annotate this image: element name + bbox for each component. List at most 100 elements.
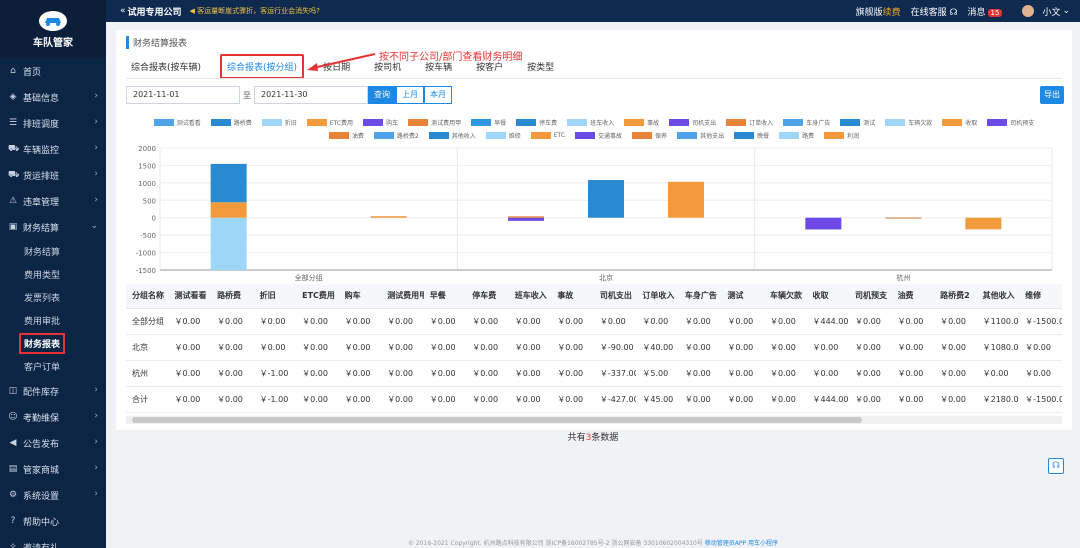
- table-cell: ￥0.00: [466, 386, 509, 413]
- notice-text[interactable]: ◀ 客运量断崖式骤折，客运行业会消失吗?: [189, 7, 320, 15]
- legend-item[interactable]: 晚餐: [734, 129, 769, 141]
- legend-swatch: [942, 118, 963, 126]
- sidebar-item[interactable]: ✧ 邀请有礼: [0, 534, 106, 548]
- query-button[interactable]: 查询: [368, 86, 396, 104]
- sidebar-item[interactable]: ◀ 公告发布 ›: [0, 430, 106, 456]
- headset-help-icon[interactable]: ☊: [1048, 458, 1064, 474]
- legend-item[interactable]: 油费: [328, 129, 364, 141]
- table-cell: ￥0.00: [849, 360, 892, 387]
- table-cell: ￥0.00: [338, 386, 382, 413]
- legend-item[interactable]: 班车收入: [567, 116, 614, 128]
- sidebar-item[interactable]: ☰ 排班调度 ›: [0, 110, 106, 136]
- sidebar-item-label: 货运排班: [23, 171, 60, 182]
- this-month-button[interactable]: 本月: [424, 86, 452, 104]
- legend-item[interactable]: 早餐: [471, 116, 506, 128]
- y-tick-label: -1500: [136, 267, 156, 275]
- scrollbar-thumb[interactable]: [132, 417, 862, 423]
- legend-item[interactable]: 收取: [942, 116, 977, 128]
- table-cell: ￥0.00: [721, 360, 764, 387]
- table-cell: ￥0.00: [296, 308, 339, 335]
- table-cell: ￥0.00: [849, 386, 892, 413]
- app-logo[interactable]: 车队管家: [0, 0, 106, 58]
- end-date-input[interactable]: 2021-11-30: [254, 86, 368, 104]
- report-tab[interactable]: 按司机: [374, 62, 402, 73]
- legend-swatch: [408, 118, 429, 126]
- sidebar-item[interactable]: ⚠ 违章管理 ›: [0, 188, 106, 214]
- legend-item[interactable]: 购车: [363, 116, 398, 128]
- legend-item[interactable]: 路桥费: [210, 116, 252, 128]
- company-name[interactable]: 试用专用公司: [127, 7, 182, 18]
- legend-item[interactable]: 车辆欠款: [885, 116, 932, 128]
- legend-item[interactable]: 订单收入: [726, 116, 773, 128]
- legend-item[interactable]: 折旧: [261, 116, 297, 128]
- legend-label: 路桥费: [233, 119, 252, 127]
- report-tab[interactable]: 按车辆: [425, 62, 453, 73]
- legend-item[interactable]: 利润: [824, 129, 859, 141]
- gear-icon: ⚙: [8, 490, 18, 500]
- legend-item[interactable]: 车身广告: [783, 116, 830, 128]
- start-date-input[interactable]: 2021-11-01: [126, 86, 240, 104]
- report-tab[interactable]: 按日期: [323, 62, 351, 73]
- legend-item[interactable]: 保养: [632, 129, 667, 141]
- renew-link[interactable]: 续费: [882, 7, 901, 18]
- sidebar-item[interactable]: ⛟ 货运排班 ›: [0, 162, 106, 188]
- legend-label: 其他收入: [451, 132, 476, 140]
- sidebar-item[interactable]: ▤ 管家商城 ›: [0, 456, 106, 482]
- sidebar-item[interactable]: ▣ 财务结算 ⌄: [0, 214, 106, 240]
- report-tab[interactable]: 按类型: [527, 62, 555, 73]
- legend-label: 保养: [655, 132, 668, 140]
- sidebar-subitem[interactable]: 费用审批: [0, 309, 106, 332]
- sidebar-subitem[interactable]: 财务结算: [0, 240, 106, 263]
- messages-link[interactable]: 消息 15: [968, 5, 1003, 18]
- sidebar-subitem[interactable]: 客户订单: [0, 355, 106, 378]
- legend-item[interactable]: 路桥费2: [373, 129, 419, 141]
- legend-item[interactable]: 事故: [624, 116, 659, 128]
- back-icon[interactable]: «: [120, 6, 126, 16]
- app-links[interactable]: 移动管理员APP 用车小程序: [704, 540, 779, 547]
- headset-icon: ☊: [949, 7, 958, 18]
- user-menu[interactable]: 小文 ⌄: [1012, 5, 1070, 18]
- legend-item[interactable]: 司机支出: [669, 116, 716, 128]
- sidebar-item[interactable]: ? 帮助中心: [0, 508, 106, 534]
- report-tab[interactable]: 综合报表(按车辆): [131, 62, 202, 73]
- table-cell: ￥0.00: [338, 308, 382, 335]
- sidebar-item[interactable]: ◈ 基础信息 ›: [0, 84, 106, 110]
- edition-link[interactable]: 旗舰版续费: [856, 5, 901, 18]
- horizontal-scrollbar[interactable]: [126, 416, 1062, 424]
- sidebar-item[interactable]: ⌂ 首页: [0, 58, 106, 84]
- legend-item[interactable]: 交通事故: [575, 129, 622, 141]
- sidebar-subitem[interactable]: 发票列表: [0, 286, 106, 309]
- legend-item[interactable]: 路费: [779, 129, 814, 141]
- sidebar-subitem[interactable]: 财务报表: [0, 332, 106, 355]
- warning-icon: ⚠: [8, 196, 18, 206]
- report-tab[interactable]: 按客户: [476, 62, 504, 73]
- legend-item[interactable]: 其他支出: [677, 129, 724, 141]
- sidebar-item[interactable]: ⛟ 车辆监控 ›: [0, 136, 106, 162]
- sidebar-item-label: 邀请有礼: [23, 541, 59, 548]
- legend-item[interactable]: ETC费用: [306, 116, 353, 128]
- legend-item[interactable]: 司机预支: [987, 116, 1034, 128]
- legend-label: 交通事故: [598, 132, 623, 140]
- sidebar-item[interactable]: ◫ 配件库存 ›: [0, 378, 106, 404]
- notice-label[interactable]: 客运量断崖式骤折，客运行业会消失吗?: [197, 7, 320, 15]
- legend-item[interactable]: 维修: [485, 129, 521, 141]
- last-month-button[interactable]: 上月: [396, 86, 424, 104]
- report-tab[interactable]: 综合报表(按分组): [220, 53, 305, 79]
- sidebar-item[interactable]: ⚙ 系统设置 ›: [0, 482, 106, 508]
- bar: [965, 217, 1002, 230]
- online-service-link[interactable]: 在线客服 ☊: [911, 5, 958, 18]
- sidebar-subitem[interactable]: 费用类型: [0, 263, 106, 286]
- legend-item[interactable]: 停车费: [516, 116, 557, 128]
- legend-label: 路桥费2: [396, 132, 419, 140]
- legend-item[interactable]: ETC: [530, 129, 565, 141]
- truck-icon: ⛟: [8, 169, 20, 180]
- sidebar-item[interactable]: ☺ 考勤维保 ›: [0, 404, 106, 430]
- table-cell: 杭州: [126, 360, 169, 387]
- legend-item[interactable]: 其他收入: [428, 129, 476, 141]
- export-button[interactable]: 导出: [1040, 86, 1064, 104]
- chevron-right-icon: ›: [94, 411, 98, 421]
- report-tabs: 综合报表(按车辆) 综合报表(按分组) 按日期 按司机 按车辆 按客户 按类型: [126, 53, 573, 79]
- legend-item[interactable]: 测试费用甲: [408, 116, 461, 128]
- legend-item[interactable]: 测试看看: [153, 116, 201, 128]
- legend-item[interactable]: 测试: [840, 116, 875, 128]
